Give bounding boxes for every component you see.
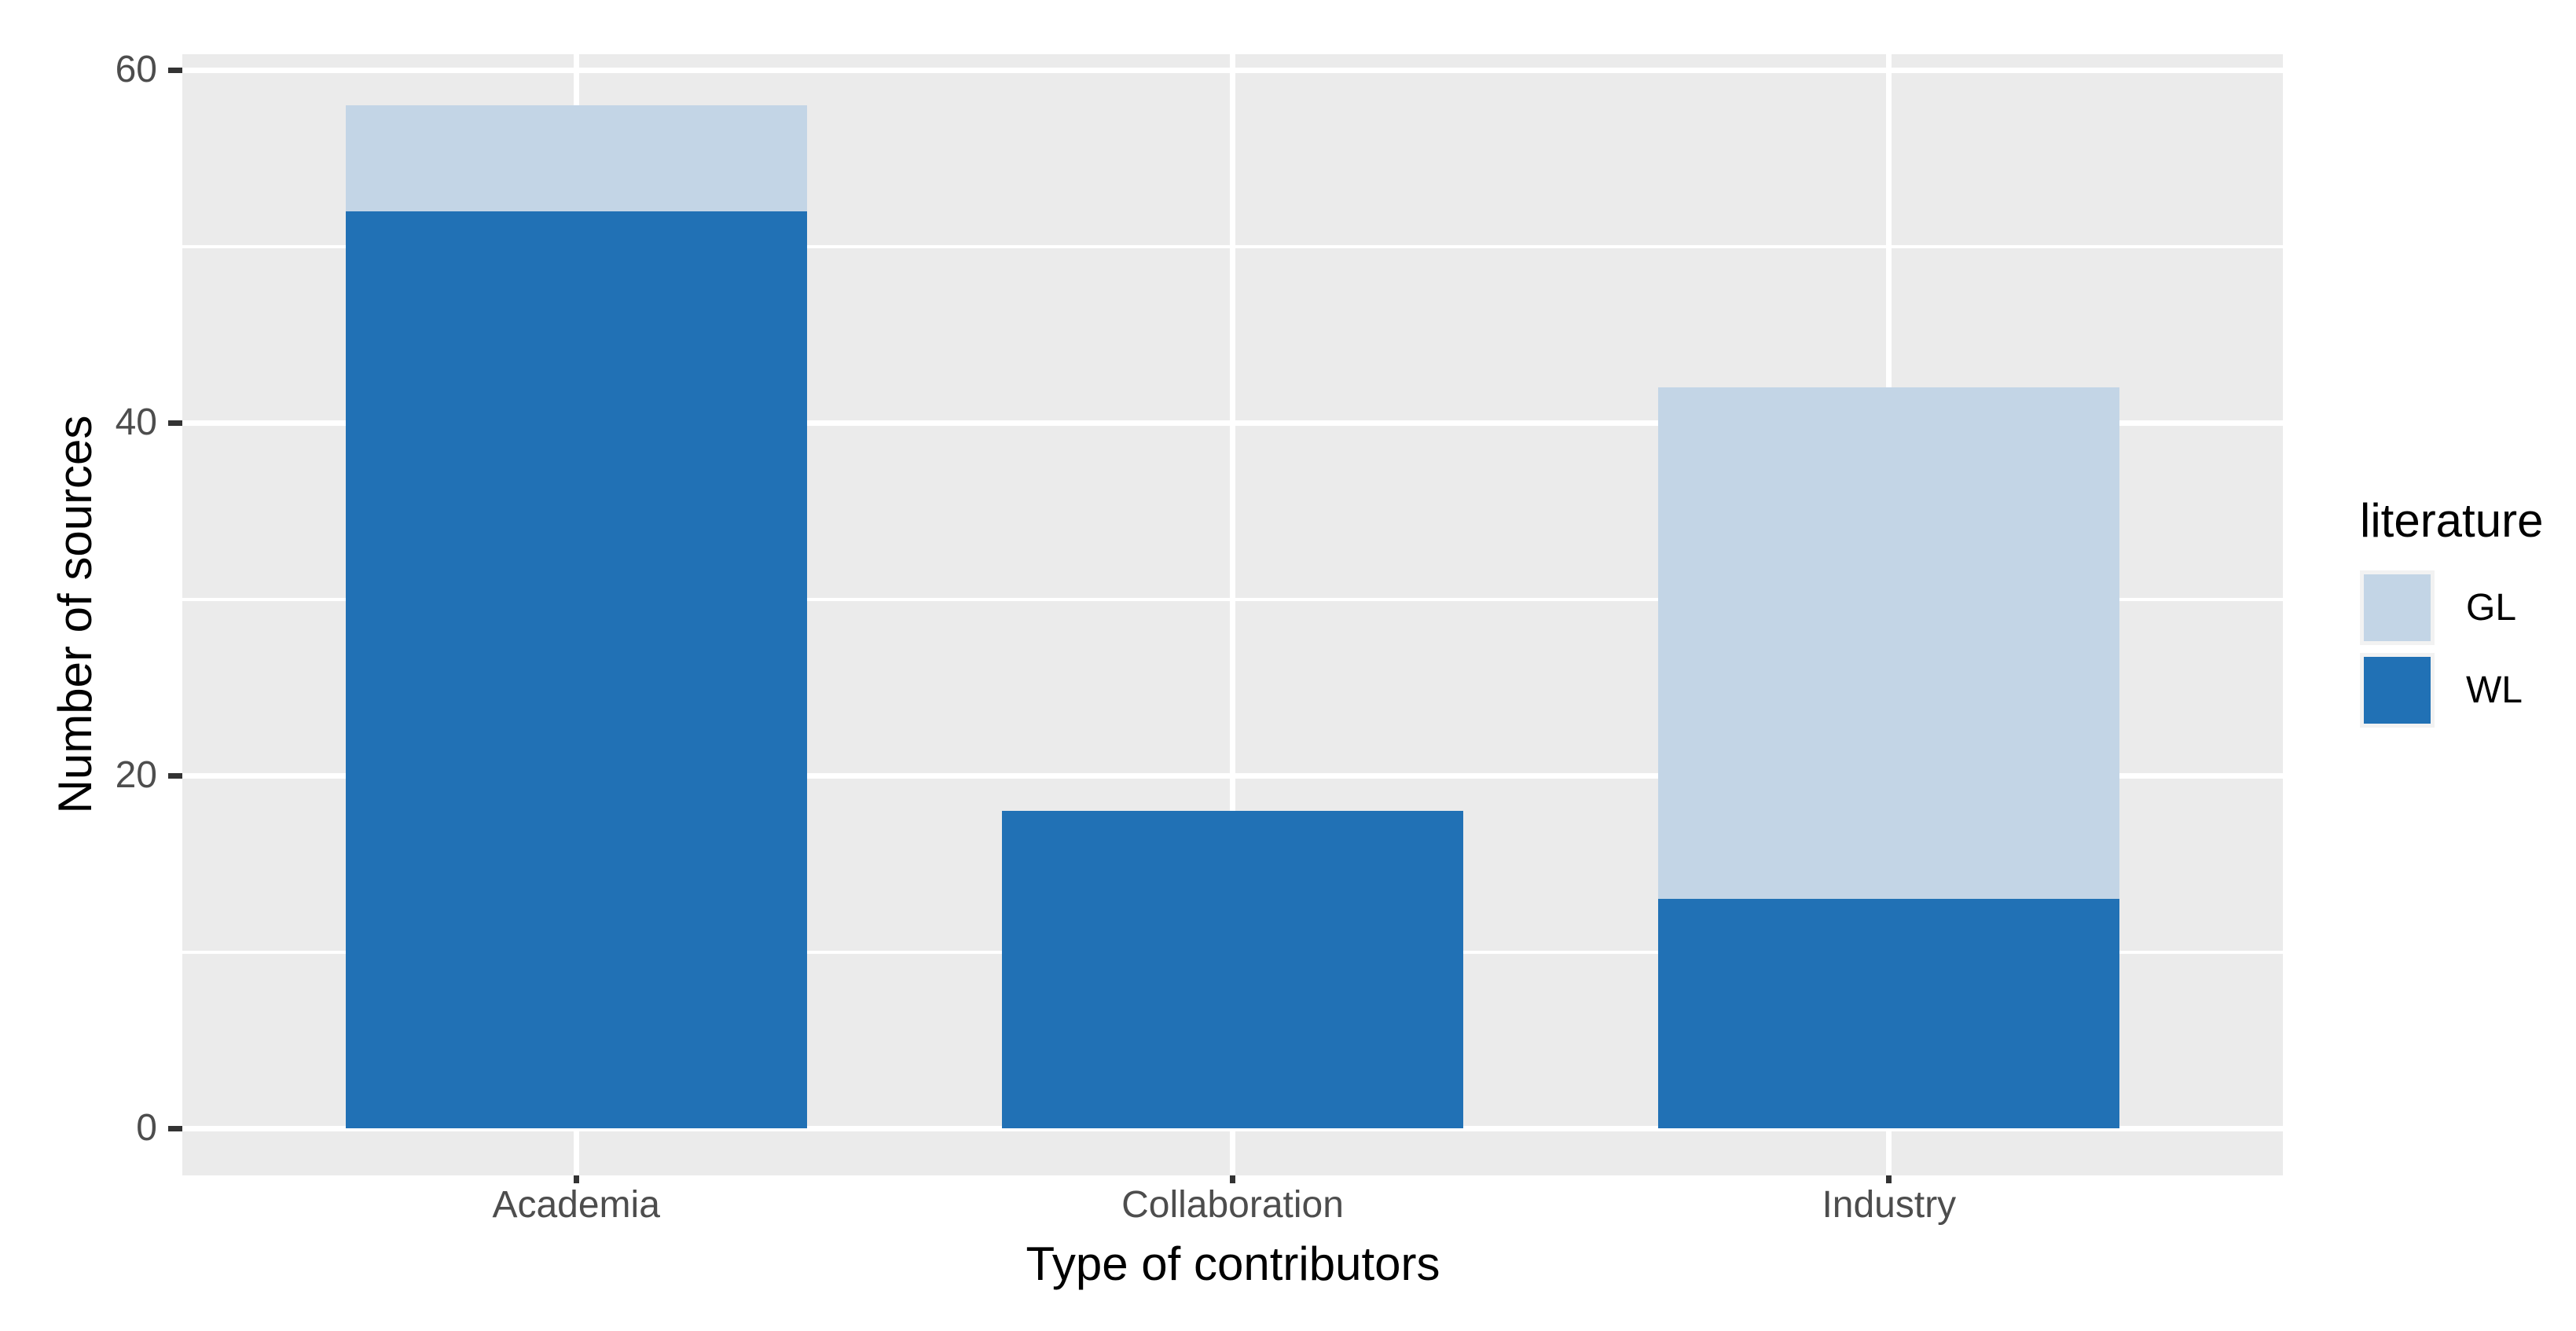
legend-item-label: WL bbox=[2466, 669, 2523, 711]
bar-segment-academia-wl bbox=[345, 211, 807, 1128]
x-axis-title: Type of contributors bbox=[1026, 1238, 1440, 1290]
y-tick-mark bbox=[168, 1125, 182, 1131]
y-tick-mark bbox=[168, 67, 182, 73]
bar-segment-academia-gl bbox=[345, 104, 807, 211]
y-tick-mark bbox=[168, 772, 182, 779]
x-tick-mark bbox=[1230, 1175, 1235, 1183]
legend-swatch-gl bbox=[2364, 574, 2431, 641]
legend-item-wl: WL bbox=[2360, 653, 2543, 728]
x-tick-mark bbox=[1886, 1175, 1892, 1183]
y-tick-label: 40 bbox=[115, 402, 157, 443]
legend-item-gl: GL bbox=[2360, 570, 2543, 645]
x-category-label: Industry bbox=[1822, 1184, 1957, 1226]
legend-key bbox=[2360, 653, 2435, 728]
x-major-gridline bbox=[1230, 54, 1235, 1175]
legend-title: literature bbox=[2360, 494, 2544, 547]
bar-segment-industry-gl bbox=[1658, 387, 2120, 900]
y-tick-mark bbox=[168, 420, 182, 426]
legend-swatch-wl bbox=[2364, 657, 2431, 724]
legend-key bbox=[2360, 570, 2435, 645]
x-tick-mark bbox=[573, 1175, 579, 1183]
y-tick-label: 60 bbox=[115, 49, 157, 90]
x-category-label: Academia bbox=[492, 1184, 660, 1226]
bar-segment-industry-wl bbox=[1658, 899, 2120, 1128]
y-tick-label: 20 bbox=[115, 754, 157, 796]
y-tick-label: 0 bbox=[136, 1107, 157, 1149]
legend: literature GL WL bbox=[2360, 493, 2543, 735]
x-category-label: Collaboration bbox=[1121, 1184, 1344, 1226]
bar-segment-collaboration-wl bbox=[1002, 810, 1463, 1128]
y-axis-title: Number of sources bbox=[49, 415, 101, 814]
legend-entries: GL WL bbox=[2360, 570, 2543, 728]
legend-item-label: GL bbox=[2466, 587, 2517, 629]
